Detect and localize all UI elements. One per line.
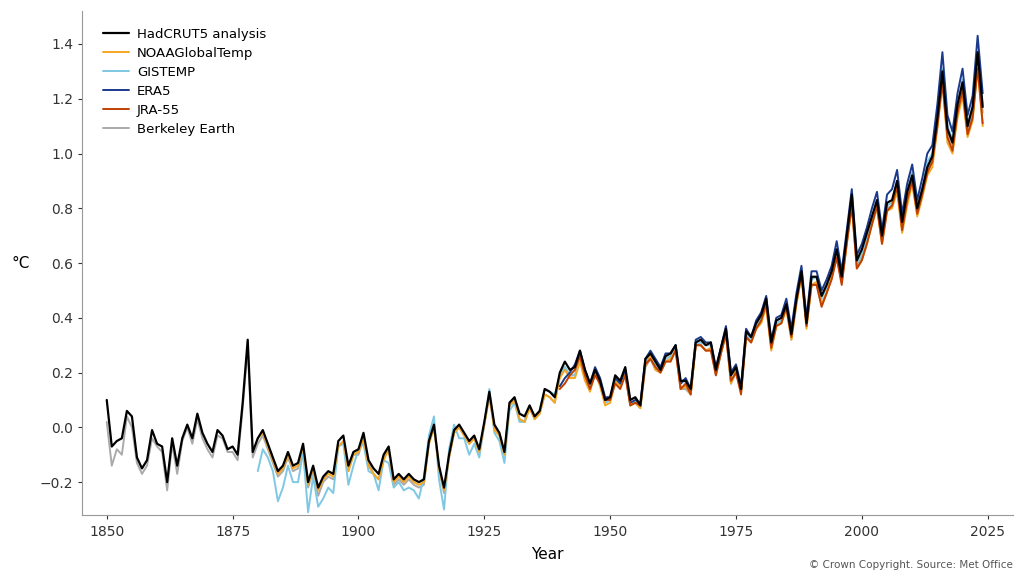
HadCRUT5 analysis (977, 104, 989, 111)
GISTEMP (302, 509, 314, 516)
GISTEMP (806, 276, 818, 283)
JRA-55 (689, 342, 701, 348)
Berkeley Earth (972, 57, 984, 64)
Y-axis label: °C: °C (11, 256, 30, 271)
JRA-55 (770, 323, 782, 329)
ERA5 (977, 90, 989, 97)
JRA-55 (629, 399, 641, 406)
ERA5 (554, 383, 566, 390)
JRA-55 (972, 65, 984, 72)
JRA-55 (956, 87, 969, 94)
HadCRUT5 analysis (972, 49, 984, 56)
HadCRUT5 analysis (312, 484, 325, 491)
GISTEMP (931, 112, 943, 119)
NOAAGlobalTemp (972, 62, 984, 69)
GISTEMP (972, 49, 984, 56)
Berkeley Earth (171, 471, 183, 478)
NOAAGlobalTemp (252, 435, 264, 442)
HadCRUT5 analysis (755, 312, 767, 319)
Berkeley Earth (977, 109, 989, 116)
NOAAGlobalTemp (257, 429, 269, 436)
Legend: HadCRUT5 analysis, NOAAGlobalTemp, GISTEMP, ERA5, JRA-55, Berkeley Earth: HadCRUT5 analysis, NOAAGlobalTemp, GISTE… (97, 22, 271, 142)
HadCRUT5 analysis (846, 191, 858, 198)
Berkeley Earth (312, 492, 325, 499)
Berkeley Earth (755, 317, 767, 324)
ERA5 (685, 385, 697, 392)
Berkeley Earth (846, 199, 858, 206)
NOAAGlobalTemp (977, 123, 989, 130)
NOAAGlobalTemp (931, 126, 943, 132)
Line: NOAAGlobalTemp: NOAAGlobalTemp (258, 66, 983, 490)
Berkeley Earth (357, 435, 370, 442)
Line: JRA-55: JRA-55 (560, 69, 983, 406)
ERA5 (705, 339, 717, 346)
HadCRUT5 analysis (171, 462, 183, 469)
ERA5 (770, 314, 782, 321)
HadCRUT5 analysis (413, 479, 425, 486)
HadCRUT5 analysis (680, 377, 692, 384)
NOAAGlobalTemp (825, 273, 838, 280)
Berkeley Earth (680, 385, 692, 392)
X-axis label: Year: Year (531, 547, 563, 562)
Line: Berkeley Earth: Berkeley Earth (106, 60, 983, 496)
NOAAGlobalTemp (312, 487, 325, 494)
JRA-55 (685, 391, 697, 398)
Berkeley Earth (413, 484, 425, 491)
ERA5 (629, 396, 641, 403)
Text: © Crown Copyright. Source: Met Office: © Crown Copyright. Source: Met Office (809, 560, 1013, 570)
ERA5 (689, 336, 701, 343)
NOAAGlobalTemp (287, 465, 299, 472)
Line: HadCRUT5 analysis: HadCRUT5 analysis (106, 52, 983, 488)
HadCRUT5 analysis (100, 396, 113, 403)
ERA5 (972, 32, 984, 39)
ERA5 (956, 65, 969, 72)
HadCRUT5 analysis (357, 429, 370, 436)
JRA-55 (705, 347, 717, 354)
GISTEMP (252, 468, 264, 475)
NOAAGlobalTemp (675, 385, 687, 392)
ERA5 (625, 399, 637, 406)
GISTEMP (287, 479, 299, 486)
Line: GISTEMP: GISTEMP (258, 52, 983, 512)
Berkeley Earth (100, 418, 113, 425)
GISTEMP (675, 380, 687, 387)
JRA-55 (625, 402, 637, 409)
NOAAGlobalTemp (806, 282, 818, 289)
GISTEMP (825, 271, 838, 278)
GISTEMP (977, 101, 989, 108)
Line: ERA5: ERA5 (560, 36, 983, 403)
JRA-55 (554, 385, 566, 392)
JRA-55 (977, 120, 989, 127)
GISTEMP (257, 446, 269, 453)
